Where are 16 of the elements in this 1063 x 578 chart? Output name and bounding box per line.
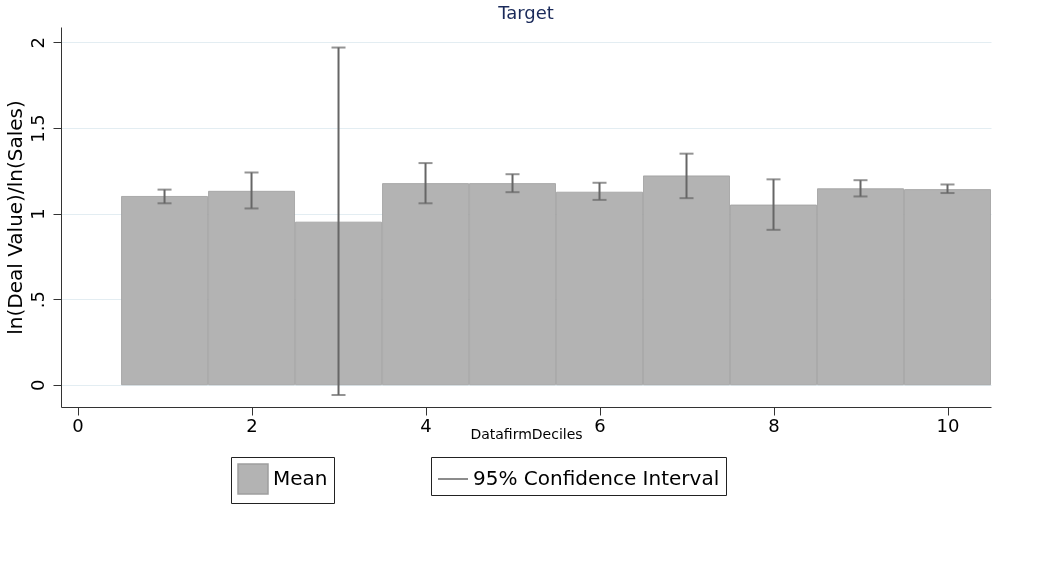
y-tick-label: 1 [26,208,48,220]
legend-label: Mean [273,466,328,490]
y-tick-label: .5 [26,291,48,309]
y-tick-label: 1.5 [26,114,48,143]
x-tick-label: 10 [936,414,960,436]
y-tick-label: 2 [26,37,48,49]
x-tick-label: 6 [594,414,606,436]
y-tick-label: 0 [26,379,48,391]
y-axis-title: ln(Deal Value)/ln(Sales) [2,100,27,335]
x-tick-label: 2 [246,414,258,436]
x-tick-label: 8 [768,414,780,436]
x-tick-label: 0 [72,414,84,436]
x-tick-label: 4 [420,414,432,436]
x-axis-title: DatafirmDeciles [470,425,583,442]
text: 95% Confidence Interval [473,466,720,490]
chart-title: Target [497,2,554,23]
